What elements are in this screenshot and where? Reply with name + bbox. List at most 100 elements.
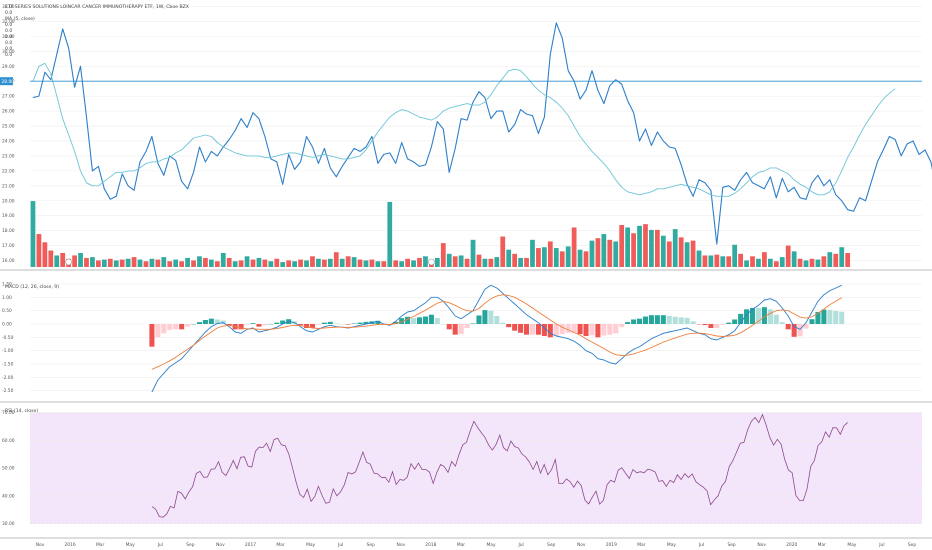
volume-bar xyxy=(845,253,851,267)
macd-histogram-bar xyxy=(714,324,720,328)
legend-line-5: 0.0 xyxy=(5,34,12,40)
macd-histogram-bar xyxy=(321,322,327,324)
macd-histogram-bar xyxy=(541,324,547,336)
time-tick-label: 2017 xyxy=(245,542,256,548)
macd-histogram-bar xyxy=(815,312,821,324)
time-tick-label: Jul xyxy=(517,542,523,548)
last-price-label: 28.00 xyxy=(2,79,15,85)
volume-bar xyxy=(36,234,42,267)
volume-bar xyxy=(666,241,672,267)
macd-histogram-bar xyxy=(631,319,637,324)
rsi-line xyxy=(151,413,848,518)
time-tick-label: Sep xyxy=(367,542,375,548)
price-tick-label: 17.00 xyxy=(2,243,15,249)
macd-histogram-bar xyxy=(613,324,619,334)
price-tick-label: 16.00 xyxy=(2,258,15,264)
volume-bar xyxy=(238,260,244,267)
macd-histogram-bar xyxy=(755,308,761,324)
volume-bar xyxy=(559,251,565,267)
rsi-tick-label: 50.00 xyxy=(2,466,15,472)
macd-histogram-bar xyxy=(642,316,649,324)
price-line xyxy=(32,22,932,245)
time-tick-label: Sep xyxy=(908,542,916,548)
volume-bar xyxy=(54,255,60,267)
price-tick-label: 20.00 xyxy=(2,198,15,204)
volume-bar xyxy=(161,257,167,267)
macd-histogram-bar xyxy=(238,324,244,330)
volume-bar xyxy=(714,254,720,267)
macd-histogram-bar xyxy=(577,324,583,335)
volume-bar xyxy=(524,257,529,267)
time-tick-label: Sep xyxy=(186,542,194,548)
macd-histogram-bar xyxy=(173,324,179,330)
macd-histogram-bar xyxy=(464,324,470,328)
macd-histogram-bar xyxy=(589,324,595,336)
macd-histogram-bar xyxy=(571,324,577,333)
macd-histogram-bar xyxy=(250,323,256,324)
volume-bar xyxy=(506,249,512,267)
time-tick-label: Nov xyxy=(216,542,225,548)
macd-histogram-bar xyxy=(619,324,625,328)
volume-bar xyxy=(625,227,631,267)
volume-bar xyxy=(339,258,345,267)
volume-bar xyxy=(107,258,113,267)
macd-histogram-bar xyxy=(393,321,399,324)
macd-histogram-bar xyxy=(625,322,631,324)
volume-bar xyxy=(660,235,666,267)
volume-bar xyxy=(72,255,77,267)
volume-bar xyxy=(827,252,833,267)
time-tick-label: Mar xyxy=(457,542,465,548)
macd-histogram-bar xyxy=(648,315,654,324)
volume-bar xyxy=(316,258,321,267)
macd-histogram-bar xyxy=(785,324,791,330)
macd-histogram-bar xyxy=(280,320,286,324)
macd-tick-label: -2.00 xyxy=(2,375,14,381)
macd-histogram-bar xyxy=(767,309,773,324)
macd-histogram-bar xyxy=(345,324,351,325)
macd-histogram-bar xyxy=(476,315,482,324)
macd-histogram-bar xyxy=(512,324,518,331)
volume-bar xyxy=(446,253,452,267)
macd-histogram-bar xyxy=(827,309,833,324)
macd-histogram-bar xyxy=(256,324,262,327)
volume-bar xyxy=(149,258,155,267)
volume-bar xyxy=(512,253,518,267)
legend-line-3: 0.0 xyxy=(5,22,12,28)
time-tick-label: 2016 xyxy=(64,542,75,548)
volume-bar xyxy=(113,260,119,267)
macd-histogram-bar xyxy=(535,324,541,335)
volume-bar xyxy=(821,256,827,267)
volume-bar xyxy=(298,259,303,267)
volume-bar xyxy=(607,239,613,267)
volume-bar xyxy=(654,229,660,267)
macd-histogram-bar xyxy=(744,309,750,324)
volume-bar xyxy=(417,257,422,267)
macd-histogram-bar xyxy=(262,324,268,326)
volume-bar xyxy=(185,257,190,267)
volume-bar xyxy=(720,256,726,267)
macd-histogram-bar xyxy=(708,324,714,328)
volume-bar xyxy=(530,239,535,267)
legend-line-1: 0.0 xyxy=(5,10,12,16)
macd-histogram-bar xyxy=(458,324,464,335)
volume-bar xyxy=(220,253,226,267)
price-tick-label: 19.00 xyxy=(2,213,15,219)
volume-bar xyxy=(470,239,476,267)
legend-layer: ETF SERIES SOLUTIONS LOINCAR CANCER IMMU… xyxy=(5,4,189,414)
volume-bar xyxy=(327,258,333,267)
volume-bar xyxy=(411,260,416,267)
macd-histogram-bar xyxy=(208,318,214,324)
volume-bar xyxy=(351,257,357,267)
dividend-marker xyxy=(65,258,72,266)
volume-bar xyxy=(155,259,161,267)
legend-line-6: 0.0 xyxy=(5,40,12,46)
time-tick-label: Nov xyxy=(577,542,586,548)
macd-histogram-bar xyxy=(720,324,726,325)
volume-bar xyxy=(476,254,482,267)
macd-histogram-bar xyxy=(702,324,708,326)
price-tick-label: 18.00 xyxy=(2,228,15,234)
macd-histogram-bar xyxy=(303,324,310,328)
macd-histogram-bar xyxy=(214,319,220,324)
price-panel: 33.00 32.00 31.00 30.00 29.00 28.00 27.00 26.00… xyxy=(0,4,932,271)
macd-histogram-bar xyxy=(446,324,452,330)
